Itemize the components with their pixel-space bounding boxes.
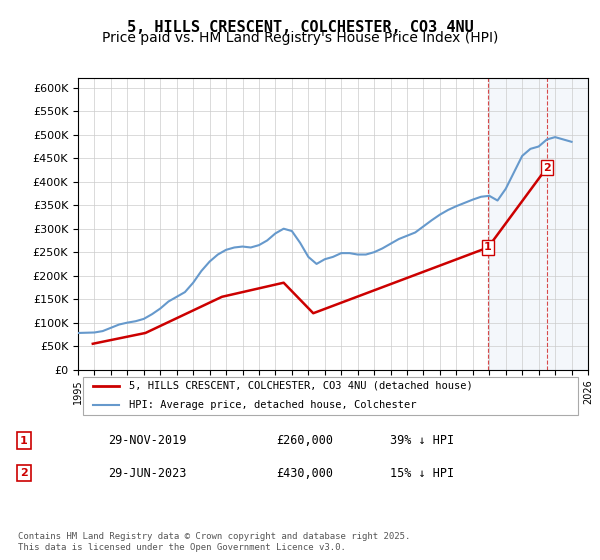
Bar — [488, 78, 588, 370]
Text: 1: 1 — [484, 242, 492, 253]
Text: 5, HILLS CRESCENT, COLCHESTER, CO3 4NU (detached house): 5, HILLS CRESCENT, COLCHESTER, CO3 4NU (… — [129, 381, 473, 391]
Text: 5, HILLS CRESCENT, COLCHESTER, CO3 4NU: 5, HILLS CRESCENT, COLCHESTER, CO3 4NU — [127, 20, 473, 35]
Text: 29-JUN-2023: 29-JUN-2023 — [108, 466, 187, 480]
Text: 2: 2 — [20, 468, 28, 478]
Text: £430,000: £430,000 — [276, 466, 333, 480]
Text: 15% ↓ HPI: 15% ↓ HPI — [390, 466, 454, 480]
Text: Price paid vs. HM Land Registry's House Price Index (HPI): Price paid vs. HM Land Registry's House … — [102, 31, 498, 45]
Text: HPI: Average price, detached house, Colchester: HPI: Average price, detached house, Colc… — [129, 400, 416, 410]
Text: 29-NOV-2019: 29-NOV-2019 — [108, 434, 187, 447]
Text: Contains HM Land Registry data © Crown copyright and database right 2025.
This d: Contains HM Land Registry data © Crown c… — [18, 532, 410, 552]
Text: 2: 2 — [543, 162, 551, 172]
Text: 1: 1 — [20, 436, 28, 446]
Text: 39% ↓ HPI: 39% ↓ HPI — [390, 434, 454, 447]
Text: £260,000: £260,000 — [276, 434, 333, 447]
FancyBboxPatch shape — [83, 377, 578, 415]
